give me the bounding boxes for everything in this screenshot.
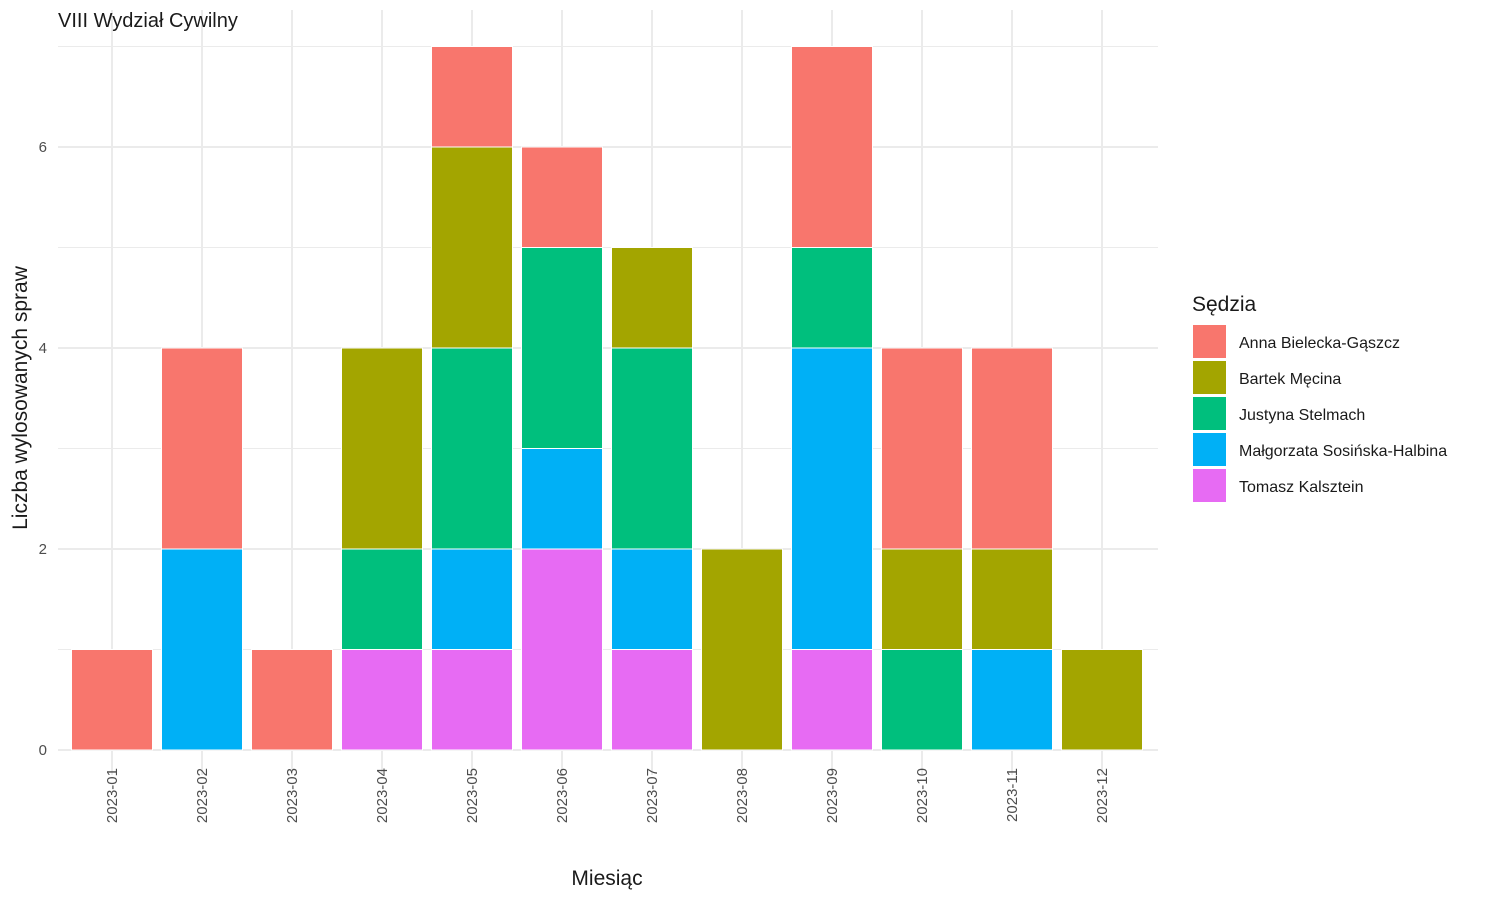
bar-segment	[341, 548, 423, 650]
x-tick-label: 2023-10	[914, 768, 931, 823]
bar-segment	[71, 649, 153, 751]
legend: Sędzia Anna Bielecka-Gąszcz Bartek Męcina…	[1192, 293, 1447, 502]
x-tick-label: 2023-09	[824, 768, 841, 823]
bar-segment	[341, 347, 423, 550]
y-axis-ticks: 0 2 4 6	[39, 139, 47, 759]
x-axis-ticks: 2023-01 2023-02 2023-03 2023-04 2023-05 2023-…	[104, 768, 1111, 823]
y-axis-title: Liczba wylosowanych spraw	[9, 265, 32, 530]
x-tick-label: 2023-01	[104, 768, 121, 823]
bar-segment	[521, 548, 603, 751]
x-tick-label: 2023-06	[554, 768, 571, 823]
legend-label: Bartek Męcina	[1239, 371, 1341, 388]
bar-segment	[611, 247, 693, 349]
y-tick-label: 4	[39, 340, 47, 357]
x-tick-label: 2023-03	[284, 768, 301, 823]
x-tick-label: 2023-11	[1004, 768, 1021, 822]
bar-segment	[431, 548, 513, 650]
chart-title: VIII Wydział Cywilny	[58, 10, 238, 32]
bar-segment	[251, 649, 333, 751]
bar-segment	[791, 247, 873, 349]
x-tick-label: 2023-02	[194, 768, 211, 823]
bar-segment	[611, 649, 693, 751]
bar-segment	[971, 649, 1053, 751]
legend-label: Małgorzata Sosińska-Halbina	[1239, 443, 1447, 460]
x-tick-label: 2023-07	[644, 768, 661, 823]
bar-segment	[341, 649, 423, 751]
bar-segment	[521, 247, 603, 449]
legend-label: Anna Bielecka-Gąszcz	[1239, 335, 1400, 352]
x-tick-label: 2023-12	[1094, 768, 1111, 823]
bar-segment	[431, 347, 513, 550]
bar-segment	[431, 649, 513, 751]
bar-segment	[431, 146, 513, 349]
x-axis-title: Miesiąc	[571, 867, 642, 890]
bar-segment	[881, 649, 963, 751]
bar-segment	[971, 548, 1053, 650]
bar-segment	[161, 347, 243, 550]
legend-swatch	[1193, 469, 1226, 502]
legend-label: Tomasz Kalsztein	[1239, 479, 1364, 496]
bar-segment	[971, 347, 1053, 550]
legend-title: Sędzia	[1192, 293, 1257, 316]
bar-segment	[791, 649, 873, 751]
legend-swatch	[1193, 361, 1226, 394]
legend-label: Justyna Stelmach	[1239, 407, 1365, 424]
bar-segment	[791, 347, 873, 650]
x-tick-label: 2023-08	[734, 768, 751, 823]
bar-segment	[161, 548, 243, 751]
bar-segment	[881, 548, 963, 650]
bar-segment	[521, 448, 603, 550]
y-tick-label: 6	[39, 139, 47, 156]
bar-segment	[521, 146, 603, 248]
bar-segment	[1061, 649, 1143, 751]
x-tick-label: 2023-05	[464, 768, 481, 823]
bars	[71, 46, 1143, 751]
y-tick-label: 0	[39, 742, 47, 759]
y-tick-label: 2	[39, 541, 47, 558]
bar-segment	[701, 548, 783, 751]
bar-segment	[431, 46, 513, 148]
legend-swatch	[1193, 433, 1226, 466]
bar-segment	[791, 46, 873, 248]
bar-segment	[881, 347, 963, 550]
bar-segment	[611, 347, 693, 550]
x-tick-label: 2023-04	[374, 768, 391, 823]
bar-segment	[611, 548, 693, 650]
legend-swatch	[1193, 397, 1226, 430]
legend-swatch	[1193, 325, 1226, 358]
